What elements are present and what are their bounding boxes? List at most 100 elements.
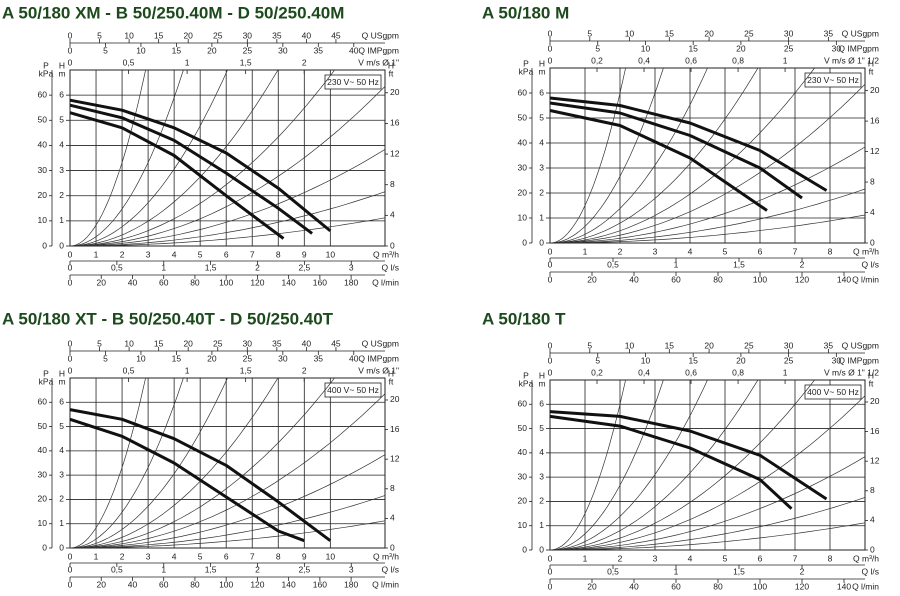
system-curve xyxy=(550,380,759,550)
y-tick-label: 0 xyxy=(539,237,544,247)
pump-curve xyxy=(69,408,332,542)
axis-tick-label: 5 xyxy=(595,355,600,365)
axis-tick-label: 5 xyxy=(103,45,108,55)
axis-label: Q l/min xyxy=(852,581,879,591)
x-tick-label: 10 xyxy=(326,551,336,561)
axis-tick-label: 0 xyxy=(548,566,553,576)
axis-tick-label: 0 xyxy=(548,340,553,350)
axis-tick-label: 140 xyxy=(282,579,296,589)
x-tick-label: 0 xyxy=(548,246,553,256)
x-tick-label: 1 xyxy=(94,551,99,561)
axis-tick-label: 1,5 xyxy=(733,566,745,576)
supply-label: 400 V~ 50 Hz xyxy=(327,385,379,395)
axis-unit: kPa xyxy=(39,68,54,78)
axis-tick-label: 100 xyxy=(219,277,233,287)
axis-tick-label: 35 xyxy=(824,340,834,350)
x-tick-label: 0 xyxy=(548,553,553,563)
system-curve xyxy=(550,84,865,243)
x-tick-label: 7 xyxy=(793,553,798,563)
axis-tick-label: 40 xyxy=(518,447,528,457)
chart-title: A 50/180 XM - B 50/250.40M - D 50/250.40… xyxy=(2,3,344,22)
system-curve xyxy=(550,456,865,550)
axis-tick-label: 30 xyxy=(784,28,794,38)
axis-tick-label: 0 xyxy=(870,544,875,554)
axis-tick-label: 60 xyxy=(159,579,169,589)
system-curve xyxy=(70,378,146,548)
axis-tick-label: 0 xyxy=(42,240,47,250)
axis-tick-label: 2 xyxy=(302,57,307,67)
x-tick-label: 9 xyxy=(302,551,307,561)
axis-tick-label: 0 xyxy=(548,43,553,53)
system-curve xyxy=(550,497,865,550)
axis-tick-label: 20 xyxy=(207,353,217,363)
system-curve xyxy=(70,378,279,548)
axis-tick-label: 40 xyxy=(128,579,138,589)
axis-tick-label: 0 xyxy=(522,544,527,554)
system-curve xyxy=(550,522,865,550)
axis-tick-label: 16 xyxy=(390,118,400,128)
axis-label: Q USgpm xyxy=(842,28,879,38)
axis-tick-label: 180 xyxy=(344,277,358,287)
axis-tick-label: 80 xyxy=(713,274,723,284)
axis-label: H xyxy=(868,58,874,68)
y-tick-label: 6 xyxy=(59,89,64,99)
axis-tick-label: 1,5 xyxy=(240,365,252,375)
axis-tick-label: 30 xyxy=(784,340,794,350)
axis-tick-label: 1,5 xyxy=(205,564,217,574)
axis-tick-label: 0,4 xyxy=(638,367,650,377)
axis-tick-label: 60 xyxy=(671,274,681,284)
axis-tick-label: 25 xyxy=(784,43,794,53)
axis-tick-label: 45 xyxy=(331,338,341,348)
axis-tick-label: 40 xyxy=(349,45,359,55)
axis-tick-label: 50 xyxy=(518,112,528,122)
system-curve xyxy=(550,380,626,550)
axis-tick-label: 60 xyxy=(518,87,528,97)
axis-tick-label: 10 xyxy=(124,30,134,40)
axis-tick-label: 160 xyxy=(313,277,327,287)
x-tick-label: 2 xyxy=(618,553,623,563)
axis-tick-label: 30 xyxy=(518,162,528,172)
axis-label: H xyxy=(868,370,874,380)
chart-title: A 50/180 T xyxy=(482,309,566,328)
axis-tick-label: 20 xyxy=(183,30,193,40)
y-axis-unit: m xyxy=(58,376,65,386)
axis-tick-label: 0 xyxy=(548,55,553,65)
axis-tick-label: 15 xyxy=(688,43,698,53)
system-curve xyxy=(70,70,279,246)
x-tick-label: 3 xyxy=(653,553,658,563)
axis-label: Q l/min xyxy=(372,277,399,287)
y-axis-label: H xyxy=(539,58,545,68)
axis-tick-label: 10 xyxy=(625,28,635,38)
y-axis-unit: m xyxy=(58,68,65,78)
x-tick-label: 1 xyxy=(583,553,588,563)
x-tick-label: 10 xyxy=(326,249,336,259)
axis-tick-label: 5 xyxy=(97,30,102,40)
axis-tick-label: 100 xyxy=(753,581,767,591)
x-tick-label: 7 xyxy=(793,246,798,256)
axis-tick-label: 0 xyxy=(68,57,73,67)
axis-tick-label: 15 xyxy=(154,30,164,40)
axis-label: P xyxy=(523,370,529,380)
axis-tick-label: 30 xyxy=(832,355,842,365)
pump-curve xyxy=(549,410,828,501)
axis-label: Q l/s xyxy=(862,259,879,269)
x-tick-label: 7 xyxy=(250,551,255,561)
axis-tick-label: 0 xyxy=(870,237,875,247)
y-tick-label: 2 xyxy=(59,190,64,200)
axis-tick-label: 60 xyxy=(671,581,681,591)
axis-unit: kPa xyxy=(39,376,54,386)
system-curve xyxy=(550,395,865,550)
axis-tick-label: 12 xyxy=(390,453,400,463)
x-tick-label: 8 xyxy=(828,553,833,563)
y-tick-label: 2 xyxy=(539,496,544,506)
axis-tick-label: 0,6 xyxy=(685,55,697,65)
axis-tick-label: 20 xyxy=(518,187,528,197)
axis-tick-label: 8 xyxy=(870,176,875,186)
system-curve xyxy=(70,86,385,246)
axis-tick-label: 0,5 xyxy=(607,566,619,576)
axis-tick-label: 100 xyxy=(219,579,233,589)
axis-tick-label: 10 xyxy=(518,212,528,222)
y-tick-label: 2 xyxy=(539,187,544,197)
axis-tick-label: 5 xyxy=(587,28,592,38)
axis-label: V m/s Ø 1" 1/2 xyxy=(824,55,879,65)
